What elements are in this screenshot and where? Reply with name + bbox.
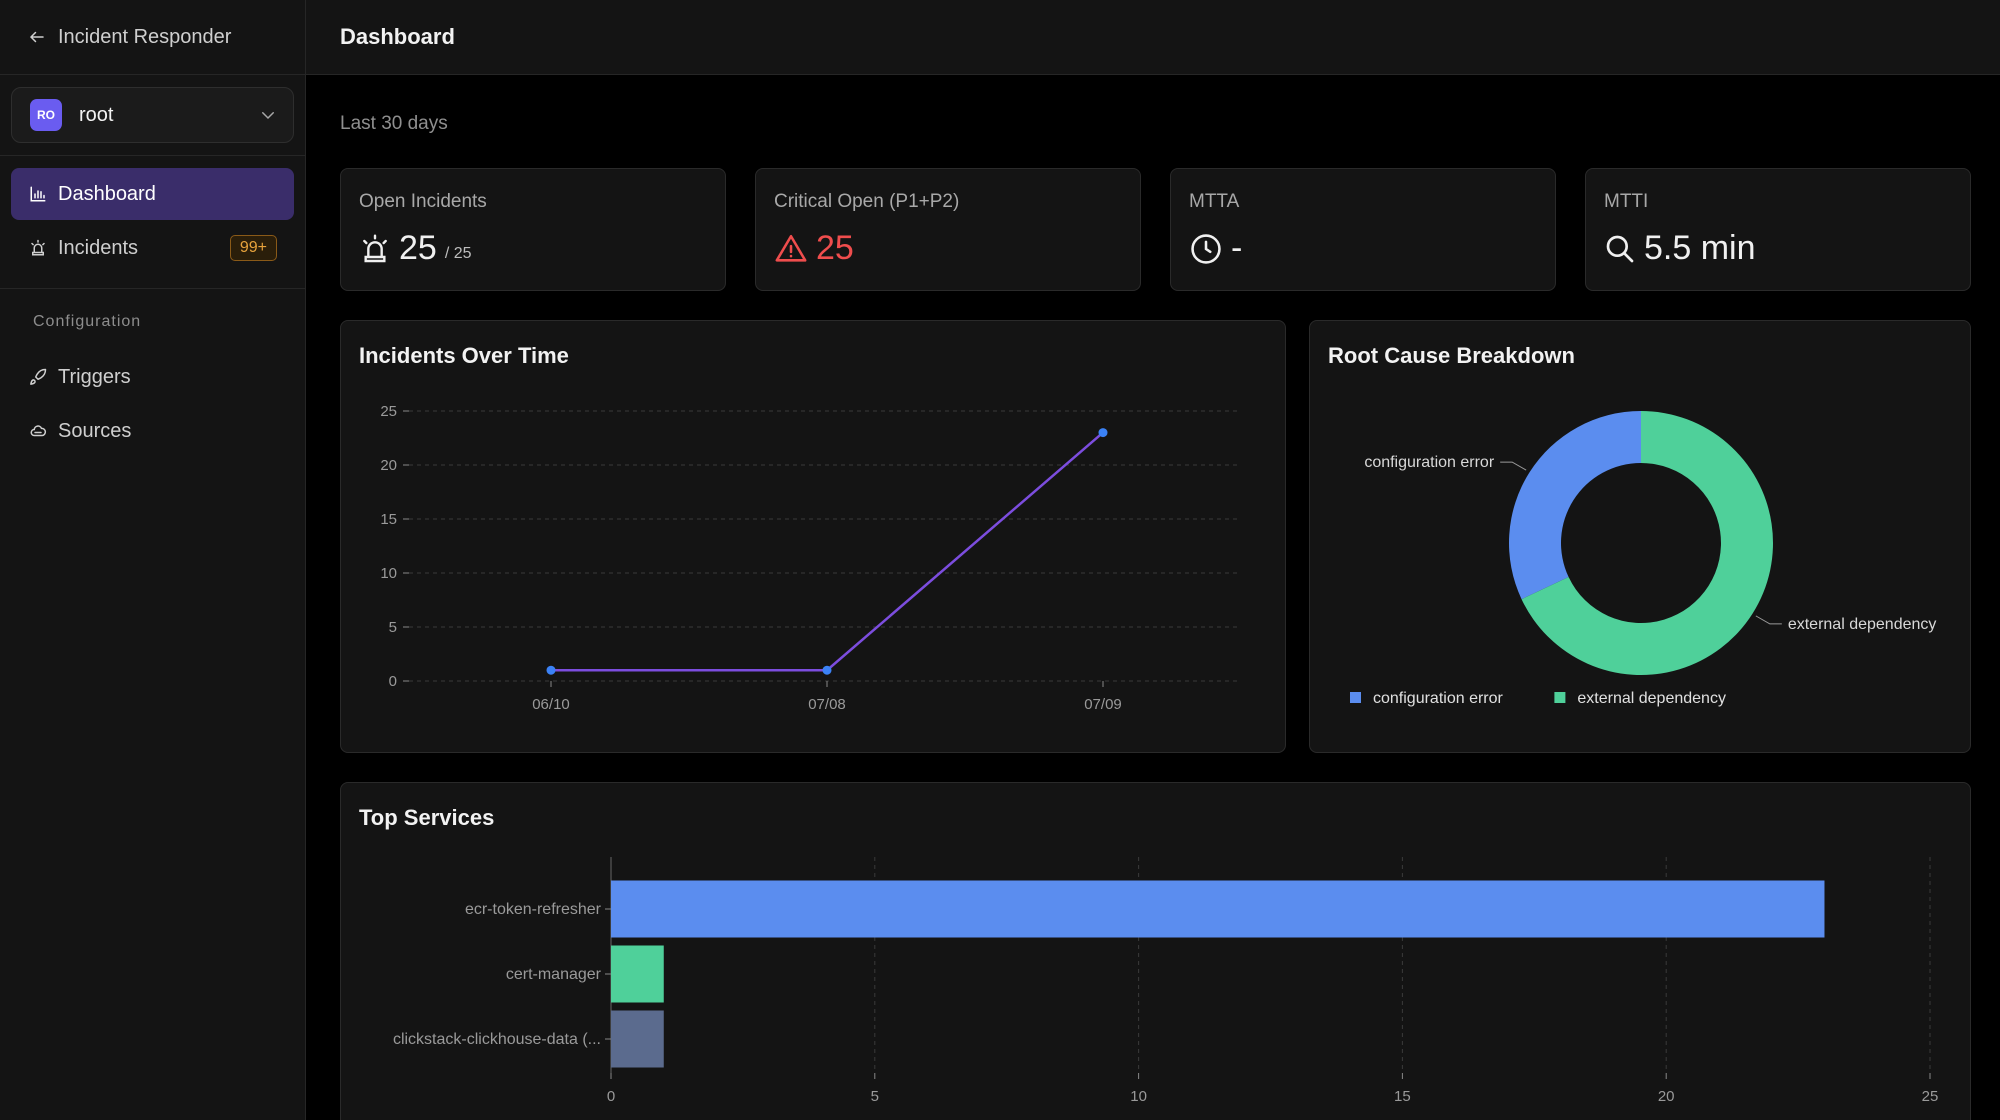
legend-swatch bbox=[1554, 692, 1566, 703]
kpi-value: - bbox=[1231, 229, 1243, 267]
root-cause-donut-chart: configuration error external dependency co… bbox=[1350, 411, 1937, 707]
warning-icon bbox=[775, 234, 807, 262]
x-tick-label: 15 bbox=[1394, 1088, 1411, 1105]
data-point bbox=[822, 665, 832, 675]
sidebar-item-label: Triggers bbox=[58, 365, 131, 388]
service-bar bbox=[611, 880, 1825, 938]
sidebar: Incident Responder RO root Dashboard Inc… bbox=[0, 0, 306, 1120]
cloud-icon bbox=[28, 421, 48, 441]
main-content: Dashboard Last 30 days Open Incidents 25… bbox=[306, 0, 2000, 1120]
slice-leader-line bbox=[1500, 461, 1527, 471]
slice-label: external dependency bbox=[1788, 616, 1937, 633]
x-tick-label: 20 bbox=[1658, 1088, 1675, 1105]
period-label: Last 30 days bbox=[340, 113, 448, 134]
siren-icon bbox=[28, 238, 48, 258]
incidents-over-time-card: Incidents Over Time 0 5 10 15 20 25 06/10 07/08… bbox=[340, 320, 1286, 753]
kpi-critical-open: Critical Open (P1+P2) 25 bbox=[755, 168, 1141, 291]
legend-swatch bbox=[1350, 692, 1361, 703]
kpi-value: 25 bbox=[816, 229, 854, 267]
data-point bbox=[1098, 428, 1108, 438]
x-tick-label: 5 bbox=[871, 1088, 879, 1105]
siren-icon bbox=[363, 233, 387, 262]
kpi-mtta: MTTA - bbox=[1170, 168, 1556, 291]
kpi-mtti: MTTI 5.5 min bbox=[1585, 168, 1971, 291]
incidents-count-badge: 99+ bbox=[229, 235, 277, 261]
top-services-card: Top Services 0 5 10 15 20 25 ecr-token-refresh… bbox=[340, 782, 1971, 1120]
y-tick-label: 5 bbox=[389, 619, 397, 636]
search-icon bbox=[1606, 235, 1634, 262]
kpi-label: MTTA bbox=[1189, 191, 1240, 212]
kpi-label: MTTI bbox=[1604, 191, 1649, 212]
donut-slice bbox=[1521, 411, 1773, 675]
service-bar bbox=[611, 945, 664, 1003]
chart-title: Top Services bbox=[359, 805, 495, 830]
y-tick-label: 0 bbox=[389, 673, 397, 690]
arrow-left-icon bbox=[29, 31, 44, 43]
bar-chart-icon bbox=[28, 184, 48, 204]
kpi-sub-value: / 25 bbox=[444, 244, 472, 262]
y-tick-label: 25 bbox=[380, 403, 397, 420]
root-cause-card: Root Cause Breakdown configuration error… bbox=[1309, 320, 1971, 753]
sidebar-item-sources[interactable]: Sources bbox=[11, 405, 294, 457]
slice-leader-line bbox=[1755, 615, 1782, 625]
x-tick-label: 10 bbox=[1130, 1088, 1147, 1105]
sidebar-item-incidents[interactable]: Incidents 99+ bbox=[11, 222, 294, 274]
sidebar-item-label: Sources bbox=[58, 419, 132, 442]
service-label: ecr-token-refresher bbox=[465, 901, 602, 918]
sidebar-item-dashboard[interactable]: Dashboard bbox=[11, 168, 294, 220]
org-switcher[interactable]: RO root bbox=[11, 87, 294, 143]
kpi-label: Open Incidents bbox=[359, 191, 487, 212]
kpi-label: Critical Open (P1+P2) bbox=[774, 191, 960, 212]
kpi-value: 5.5 min bbox=[1644, 229, 1756, 267]
legend-label: external dependency bbox=[1577, 690, 1726, 707]
page-title: Dashboard bbox=[306, 0, 2000, 75]
series-line bbox=[551, 431, 1104, 672]
service-label: cert-manager bbox=[506, 966, 602, 983]
y-tick-label: 15 bbox=[380, 511, 397, 528]
sidebar-item-label: Incidents bbox=[58, 236, 139, 259]
org-avatar: RO bbox=[30, 99, 62, 131]
back-link-label: Incident Responder bbox=[58, 25, 232, 48]
sidebar-item-label: Dashboard bbox=[58, 182, 156, 205]
service-bar bbox=[611, 1010, 664, 1068]
service-label: clickstack-clickhouse-data (... bbox=[393, 1031, 601, 1048]
y-tick-label: 20 bbox=[380, 457, 397, 474]
slice-label: configuration error bbox=[1364, 454, 1495, 471]
x-tick-label: 07/08 bbox=[808, 696, 846, 713]
top-services-bar-chart: 0 5 10 15 20 25 ecr-token-refresher cert-manage… bbox=[393, 857, 1939, 1105]
kpi-value: 25 bbox=[399, 229, 437, 267]
rocket-icon bbox=[28, 367, 48, 387]
y-tick-label: 10 bbox=[380, 565, 397, 582]
section-title-configuration: Configuration bbox=[33, 313, 142, 330]
clock-icon bbox=[1191, 233, 1221, 264]
incidents-line-chart: 0 5 10 15 20 25 06/10 07/08 07/09 bbox=[380, 403, 1241, 713]
kpi-open-incidents: Open Incidents 25 / 25 bbox=[340, 168, 726, 291]
sidebar-item-triggers[interactable]: Triggers bbox=[11, 351, 294, 403]
x-tick-label: 0 bbox=[607, 1088, 615, 1105]
org-name: root bbox=[79, 103, 114, 126]
x-tick-label: 07/09 bbox=[1084, 696, 1122, 713]
donut-slice bbox=[1509, 411, 1641, 600]
x-tick-label: 06/10 bbox=[532, 696, 570, 713]
x-tick-label: 25 bbox=[1922, 1088, 1939, 1105]
legend-label: configuration error bbox=[1373, 690, 1504, 707]
back-link[interactable]: Incident Responder bbox=[0, 0, 305, 75]
chart-title: Incidents Over Time bbox=[359, 343, 569, 368]
chevron-down-icon bbox=[262, 112, 274, 120]
data-point bbox=[546, 665, 556, 675]
chart-title: Root Cause Breakdown bbox=[1328, 343, 1575, 368]
